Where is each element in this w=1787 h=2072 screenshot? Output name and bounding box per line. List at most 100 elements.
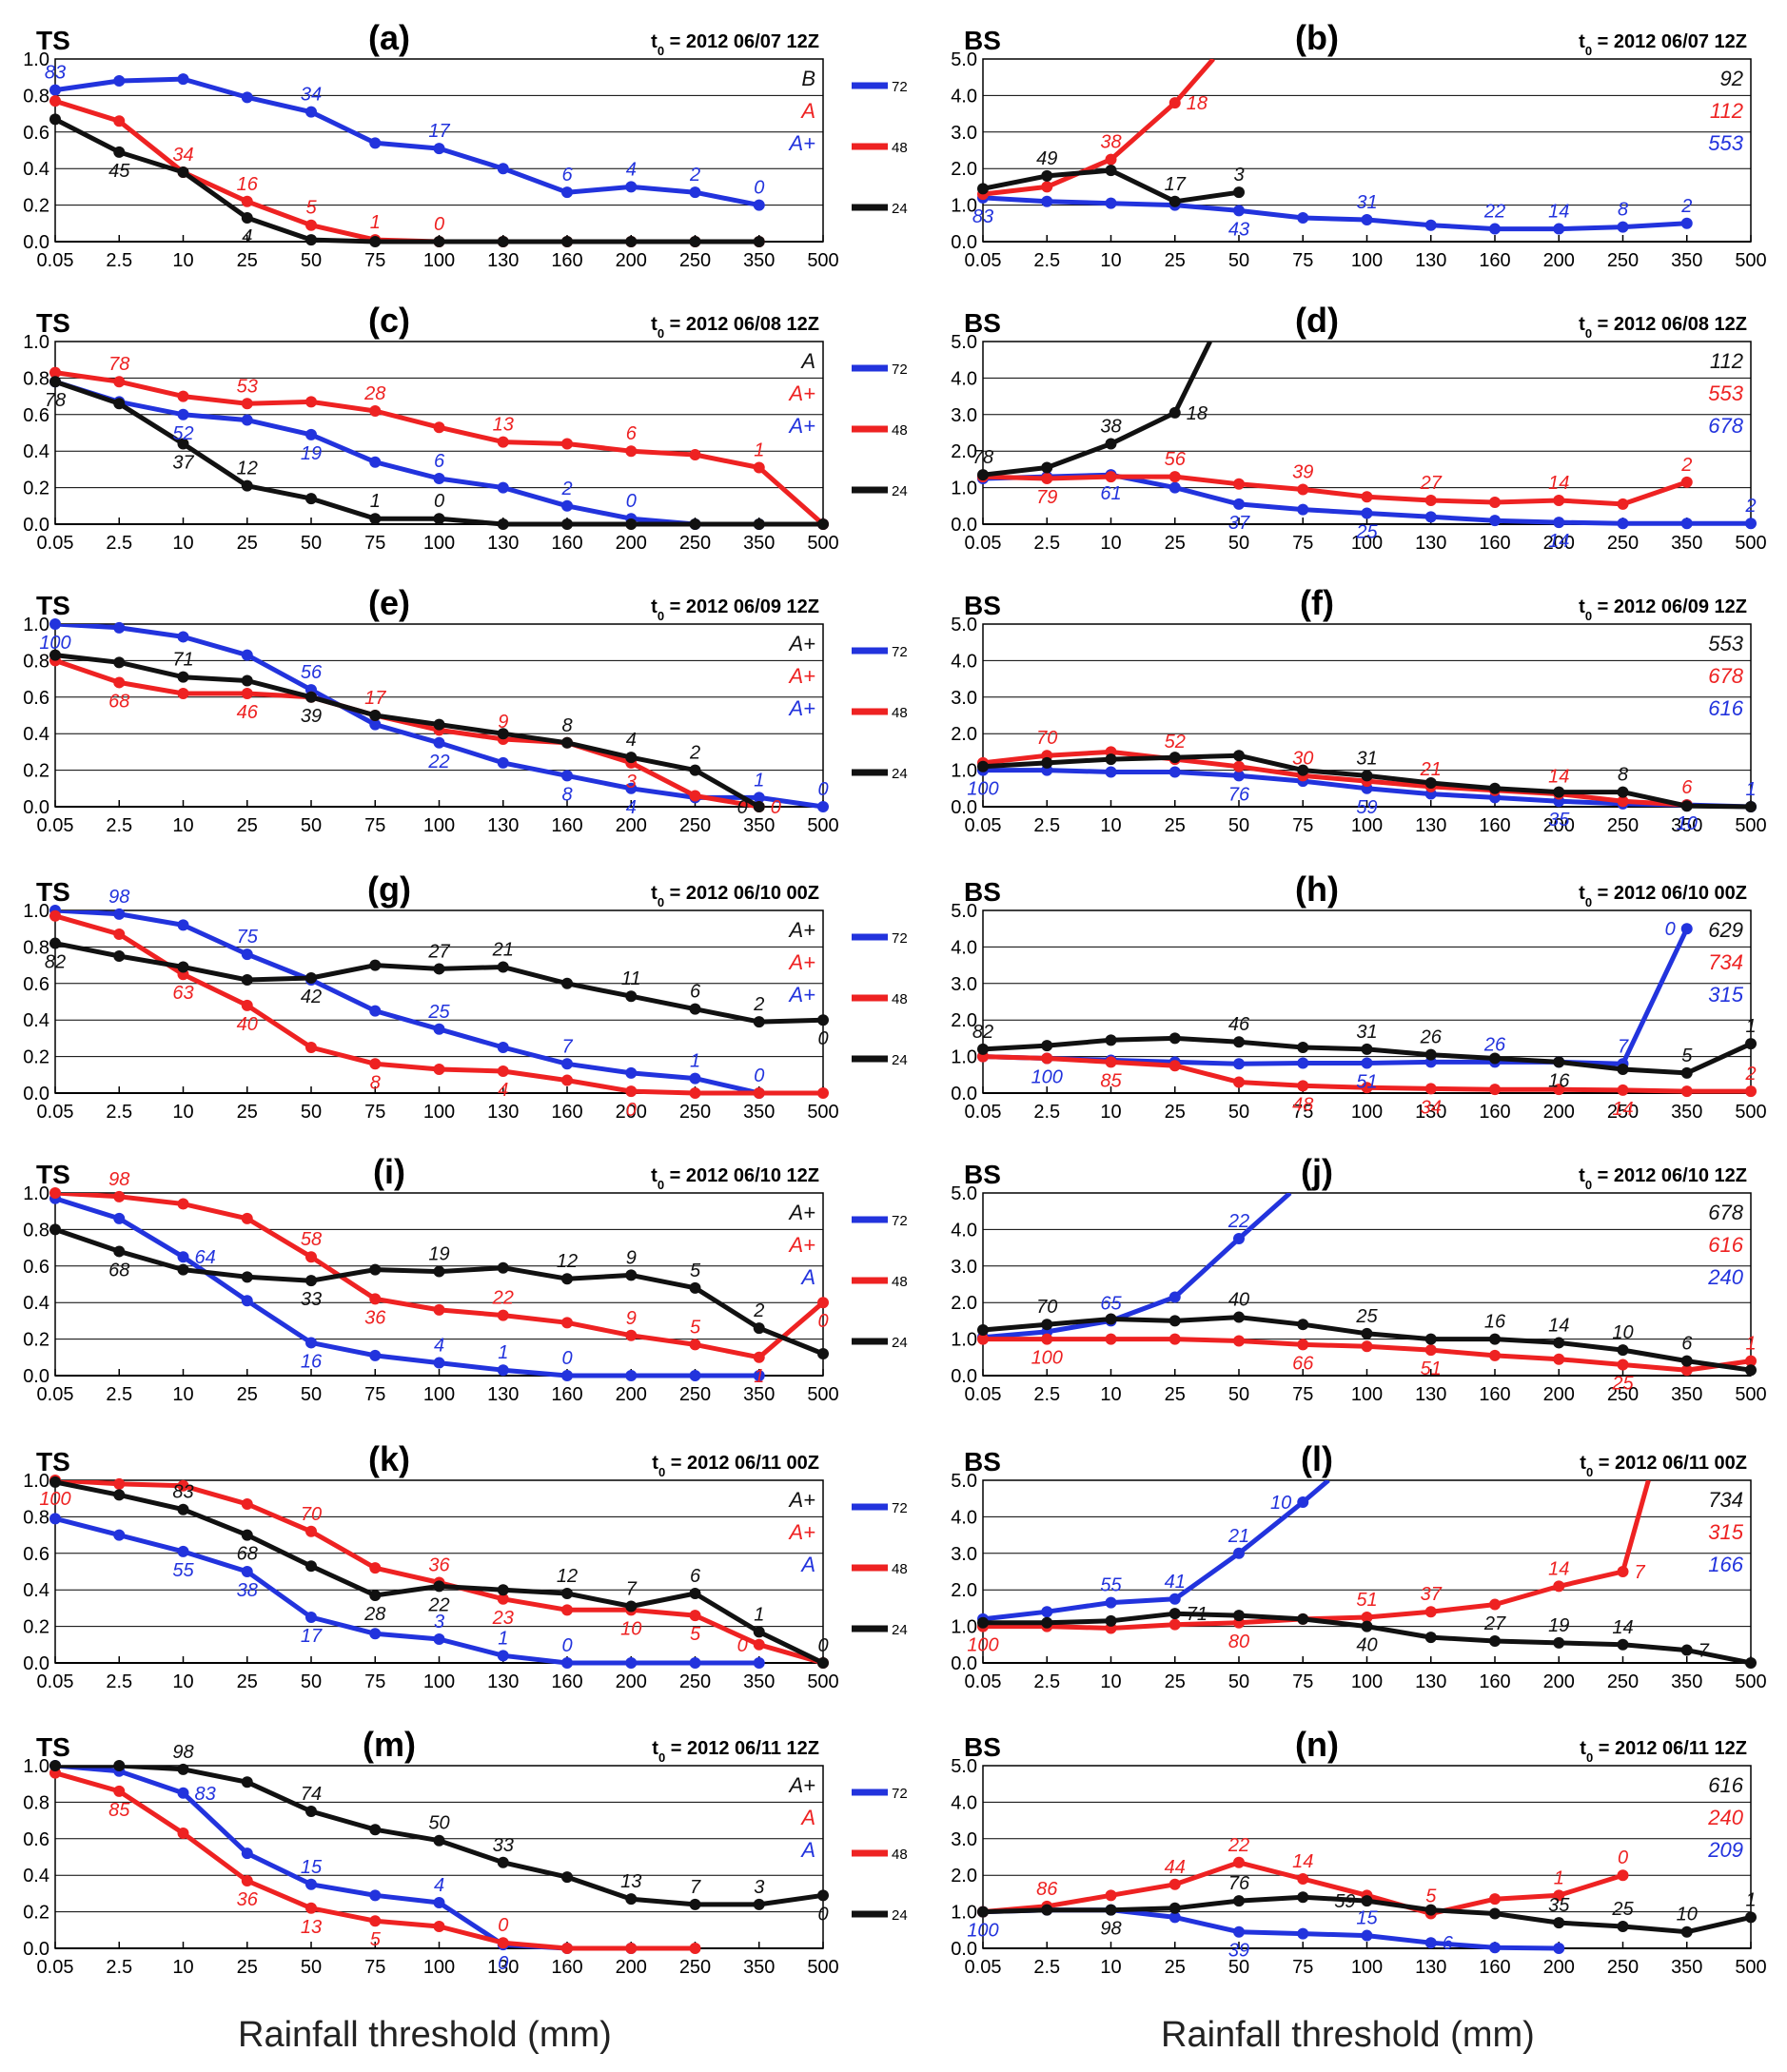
case-count-annotation: 44 (1165, 1857, 1186, 1878)
case-count-annotation: 5 (305, 198, 317, 219)
x-tick-label: 2.5 (1033, 1102, 1060, 1123)
y-tick-label: 0.0 (951, 1939, 977, 1960)
data-point-24h (1041, 1040, 1053, 1052)
metric-label: TS (36, 591, 70, 620)
case-count-annotation: 26 (1420, 1027, 1443, 1048)
y-tick-label: 3.0 (951, 974, 977, 995)
case-count-annotation: 4 (242, 226, 252, 247)
data-point-24h (1041, 1904, 1053, 1916)
case-count-annotation: 17 (364, 688, 386, 709)
case-count-annotation: 38 (237, 1580, 258, 1601)
x-tick-label: 25 (1165, 250, 1186, 271)
data-point-24h (689, 236, 701, 247)
init-time: t0 = 2012 06/11 00Z (652, 1453, 819, 1479)
data-point-48h (1041, 473, 1053, 484)
x-tick-label: 10 (172, 1102, 193, 1123)
x-tick-label: 160 (551, 250, 582, 271)
case-count-annotation: 39 (1228, 1941, 1249, 1962)
data-point-24h (369, 1589, 382, 1601)
metric-label: TS (36, 1447, 70, 1476)
data-point-72h (305, 1612, 317, 1623)
x-axis-title-right: Rainfall threshold (mm) (1161, 2015, 1535, 2055)
y-tick-label: 0.8 (23, 1220, 49, 1241)
data-point-72h (305, 1878, 317, 1890)
data-point-72h (1233, 498, 1245, 510)
case-count-annotation: 12 (237, 459, 258, 479)
data-point-72h (1168, 1593, 1181, 1605)
metric-label: TS (36, 308, 70, 338)
x-tick-label: 75 (1292, 1384, 1313, 1405)
case-count-annotation: 70 (1036, 728, 1057, 749)
data-point-72h (689, 1072, 701, 1085)
x-tick-label: 2.5 (106, 1384, 132, 1405)
case-count-annotation: 40 (1228, 1290, 1249, 1311)
data-point-72h (1489, 515, 1501, 527)
data-point-72h (369, 718, 382, 731)
panel-label: (j) (1301, 1152, 1333, 1191)
data-point-72h (1489, 223, 1501, 235)
data-point-72h (1168, 766, 1181, 778)
data-point-48h (1617, 1869, 1629, 1882)
case-count-annotation: 0 (817, 1311, 828, 1332)
case-count-annotation: 31 (1356, 192, 1377, 213)
data-point-48h (1489, 1084, 1501, 1096)
case-count-annotation: 98 (172, 1742, 193, 1763)
data-point-72h (1233, 1547, 1245, 1559)
data-point-24h (305, 493, 317, 505)
data-point-48h (1617, 795, 1629, 808)
case-count-annotation: 16 (1548, 1070, 1570, 1091)
data-point-24h (1361, 1043, 1373, 1055)
data-point-48h (177, 1479, 189, 1492)
data-point-72h (625, 181, 638, 193)
data-point-24h (497, 518, 509, 530)
case-count-annotation: 10 (1677, 813, 1698, 834)
x-tick-label: 75 (364, 815, 385, 836)
data-point-72h (1680, 217, 1693, 229)
x-tick-label: 75 (1292, 533, 1313, 554)
case-count-annotation: 10 (620, 1618, 641, 1639)
case-count-annotation: 98 (1100, 1919, 1121, 1940)
x-tick-label: 0.05 (965, 815, 1002, 836)
legend-label: 72 (892, 79, 908, 95)
case-count-annotation: 2 (1744, 496, 1756, 517)
y-tick-label: 4.0 (951, 1507, 977, 1528)
x-tick-label: 200 (1543, 815, 1575, 836)
data-point-48h (817, 1297, 829, 1309)
data-point-48h (561, 1074, 573, 1086)
case-count-annotation: 1 (1745, 1334, 1756, 1355)
data-point-24h (625, 1893, 638, 1906)
data-point-24h (1105, 438, 1117, 450)
data-point-48h (1745, 1355, 1757, 1367)
y-tick-label: 2.0 (951, 1293, 977, 1314)
case-count-annotation: 86 (1036, 1879, 1058, 1900)
x-tick-label: 75 (364, 1384, 385, 1405)
x-tick-label: 200 (1543, 533, 1575, 554)
data-point-24h (1745, 1657, 1757, 1669)
data-point-24h (1617, 1920, 1629, 1932)
data-point-72h (177, 73, 189, 86)
x-tick-label: 100 (1351, 1102, 1383, 1123)
data-point-48h (113, 1190, 126, 1202)
data-point-48h (753, 1351, 765, 1363)
case-count-annotation: 5 (1681, 1046, 1693, 1066)
data-point-24h (1424, 777, 1437, 790)
x-tick-label: 250 (1607, 1102, 1639, 1123)
panel-m: TS (m) t0 = 2012 06/11 12Z 0.0 0.2 0.4 0.6 0.8 1… (23, 1725, 908, 1978)
x-tick-label: 130 (1415, 250, 1446, 271)
data-point-24h (1553, 1337, 1565, 1349)
data-point-24h (1553, 1917, 1565, 1929)
grade-label: 616 (1708, 696, 1743, 720)
x-tick-label: 100 (423, 1384, 455, 1405)
data-point-72h (177, 919, 189, 931)
x-tick-label: 350 (743, 533, 775, 554)
x-tick-label: 350 (1671, 250, 1702, 271)
x-tick-label: 0.05 (37, 250, 74, 271)
data-point-24h (177, 438, 189, 450)
data-point-24h (561, 1871, 573, 1884)
case-count-annotation: 10 (1270, 1493, 1291, 1514)
data-point-48h (177, 1828, 189, 1840)
panel-label: (a) (368, 18, 410, 57)
metric-label: BS (964, 1447, 1001, 1476)
data-point-72h (1361, 213, 1373, 225)
data-point-48h (1617, 1566, 1629, 1577)
